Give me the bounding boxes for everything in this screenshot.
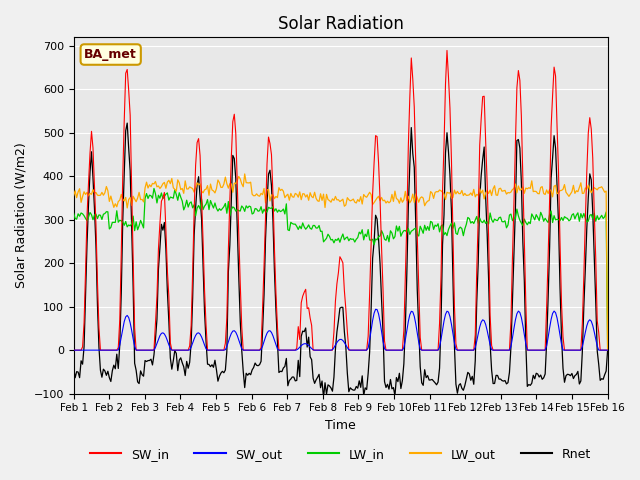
- Text: BA_met: BA_met: [84, 48, 137, 61]
- Y-axis label: Solar Radiation (W/m2): Solar Radiation (W/m2): [15, 143, 28, 288]
- Title: Solar Radiation: Solar Radiation: [278, 15, 404, 33]
- Legend: SW_in, SW_out, LW_in, LW_out, Rnet: SW_in, SW_out, LW_in, LW_out, Rnet: [85, 443, 596, 466]
- X-axis label: Time: Time: [325, 419, 356, 432]
